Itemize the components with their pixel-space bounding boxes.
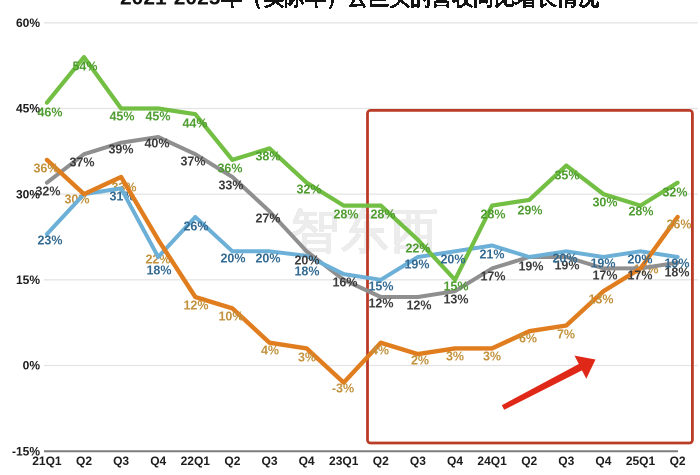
svg-text:3%: 3% xyxy=(298,350,316,364)
svg-text:21Q1: 21Q1 xyxy=(32,454,62,468)
svg-text:35%: 35% xyxy=(554,168,579,182)
svg-text:25Q1: 25Q1 xyxy=(626,454,656,468)
svg-text:17%: 17% xyxy=(627,268,652,282)
svg-text:29%: 29% xyxy=(517,203,542,217)
svg-text:Q3: Q3 xyxy=(558,454,574,468)
svg-text:12%: 12% xyxy=(368,296,393,310)
svg-text:21%: 21% xyxy=(479,247,504,261)
svg-text:54%: 54% xyxy=(72,59,97,73)
svg-text:28%: 28% xyxy=(480,207,505,221)
svg-text:20%: 20% xyxy=(220,251,245,265)
svg-text:28%: 28% xyxy=(333,207,358,221)
svg-text:-15%: -15% xyxy=(12,444,40,458)
svg-text:15%: 15% xyxy=(368,279,393,293)
svg-text:40%: 40% xyxy=(144,136,169,150)
svg-text:20%: 20% xyxy=(627,252,652,266)
svg-text:23%: 23% xyxy=(37,233,62,247)
svg-text:Q3: Q3 xyxy=(410,454,426,468)
svg-text:13%: 13% xyxy=(588,292,613,306)
svg-text:7%: 7% xyxy=(557,327,575,341)
svg-text:3%: 3% xyxy=(446,349,464,363)
svg-text:6%: 6% xyxy=(519,331,537,345)
svg-text:26%: 26% xyxy=(183,219,208,233)
svg-text:39%: 39% xyxy=(108,142,133,156)
svg-text:12%: 12% xyxy=(406,298,431,312)
svg-text:0%: 0% xyxy=(23,359,41,373)
svg-text:19%: 19% xyxy=(590,256,615,270)
svg-text:Q2: Q2 xyxy=(670,454,686,468)
svg-text:23Q1: 23Q1 xyxy=(329,454,359,468)
svg-text:19%: 19% xyxy=(404,257,429,271)
svg-text:26%: 26% xyxy=(666,217,691,231)
svg-text:2021-2025: 2021-2025 xyxy=(120,0,221,10)
svg-text:32%: 32% xyxy=(35,184,60,198)
svg-text:32%: 32% xyxy=(296,182,321,196)
svg-text:20%: 20% xyxy=(440,252,465,266)
svg-text:Q4: Q4 xyxy=(447,454,463,468)
svg-text:19%: 19% xyxy=(664,256,689,270)
svg-text:30%: 30% xyxy=(16,187,40,201)
svg-text:Q2: Q2 xyxy=(373,454,389,468)
svg-text:Q2: Q2 xyxy=(521,454,537,468)
svg-text:3%: 3% xyxy=(483,349,501,363)
svg-text:28%: 28% xyxy=(628,204,653,218)
svg-text:Q2: Q2 xyxy=(224,454,240,468)
svg-text:44%: 44% xyxy=(182,116,207,130)
svg-text:4%: 4% xyxy=(371,343,389,357)
svg-text:20%: 20% xyxy=(255,251,280,265)
svg-text:19%: 19% xyxy=(518,259,543,273)
svg-text:36%: 36% xyxy=(217,161,242,175)
svg-text:18%: 18% xyxy=(146,263,171,277)
svg-text:18%: 18% xyxy=(294,264,319,278)
svg-text:45%: 45% xyxy=(145,109,170,123)
svg-text:24Q1: 24Q1 xyxy=(477,454,507,468)
svg-text:13%: 13% xyxy=(443,292,468,306)
svg-text:2%: 2% xyxy=(411,353,429,367)
svg-text:22%: 22% xyxy=(405,241,430,255)
svg-text:Q3: Q3 xyxy=(113,454,129,468)
svg-text:38%: 38% xyxy=(255,149,280,163)
svg-text:Q2: Q2 xyxy=(76,454,92,468)
svg-text:15%: 15% xyxy=(443,279,468,293)
svg-text:12%: 12% xyxy=(183,298,208,312)
svg-text:32%: 32% xyxy=(662,185,687,199)
svg-text:30%: 30% xyxy=(592,195,617,209)
svg-text:16%: 16% xyxy=(332,275,357,289)
svg-text:-3%: -3% xyxy=(332,381,354,395)
svg-text:17%: 17% xyxy=(592,268,617,282)
svg-text:37%: 37% xyxy=(69,155,94,169)
svg-text:45%: 45% xyxy=(16,102,40,116)
svg-text:Q4: Q4 xyxy=(150,454,166,468)
svg-text:45%: 45% xyxy=(109,109,134,123)
svg-text:28%: 28% xyxy=(370,207,395,221)
svg-text:46%: 46% xyxy=(37,105,62,119)
svg-text:37%: 37% xyxy=(180,154,205,168)
svg-text:27%: 27% xyxy=(255,211,280,225)
svg-text:33%: 33% xyxy=(218,178,243,192)
svg-text:Q4: Q4 xyxy=(595,454,611,468)
svg-text:20%: 20% xyxy=(294,253,319,267)
svg-text:Q3: Q3 xyxy=(261,454,277,468)
svg-text:22Q1: 22Q1 xyxy=(181,454,211,468)
svg-text:17%: 17% xyxy=(480,269,505,283)
svg-text:4%: 4% xyxy=(261,343,279,357)
svg-text:22%: 22% xyxy=(145,252,170,266)
svg-text:20%: 20% xyxy=(552,251,577,265)
svg-text:36%: 36% xyxy=(33,161,58,175)
svg-text:10%: 10% xyxy=(218,309,243,323)
svg-text:19%: 19% xyxy=(554,258,579,272)
svg-text:Q4: Q4 xyxy=(299,454,315,468)
svg-text:18%: 18% xyxy=(664,265,689,279)
svg-text:15%: 15% xyxy=(16,273,40,287)
svg-text:60%: 60% xyxy=(16,16,40,30)
